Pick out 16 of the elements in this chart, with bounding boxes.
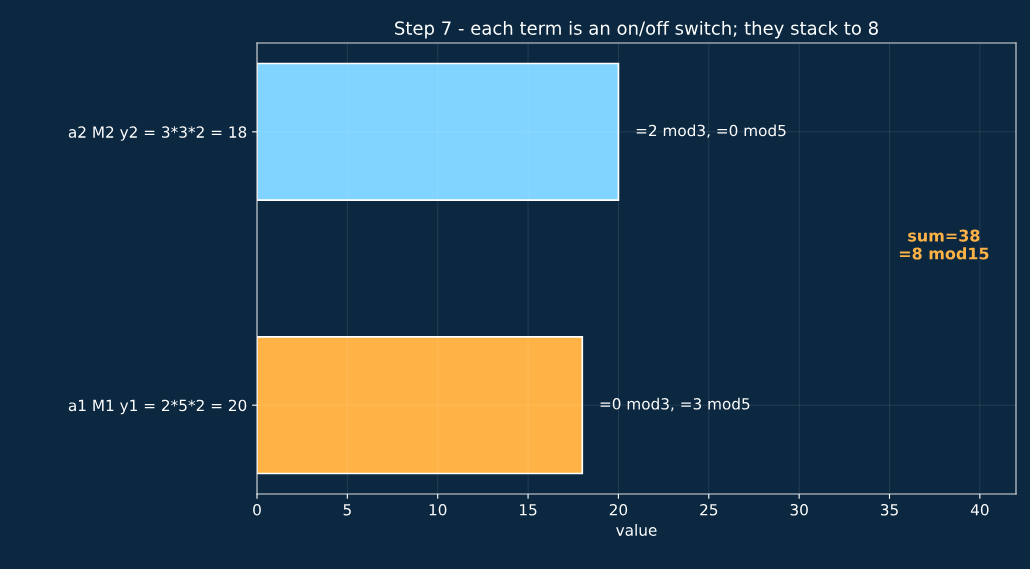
x-tick-label: 25 — [700, 503, 718, 516]
x-tick-label: 35 — [880, 503, 898, 516]
y-tick-label: a1 M1 y1 = 2*5*2 = 20 — [68, 399, 247, 415]
x-tick-label: 0 — [253, 503, 261, 516]
x-tick-label: 10 — [429, 503, 447, 516]
annotation: sum=38 =8 mod15 — [899, 229, 989, 260]
chart-title: Step 7 - each term is an on/off switch; they stack to 8 — [395, 20, 878, 39]
x-tick-label: 15 — [520, 504, 537, 516]
x-tick-label: 40 — [970, 503, 989, 516]
y-tick-label: a2 M2 y2 = 3*3*2 = 18 — [68, 126, 247, 141]
x-tick-label: 30 — [790, 503, 808, 516]
annotation: =2 mod3, =0 mod5 — [636, 124, 786, 138]
x-tick-label: 20 — [609, 503, 628, 516]
annotation: =0 mod3, =3 mod5 — [600, 397, 750, 412]
x-axis-title: value — [616, 524, 657, 536]
x-tick-label: 5 — [343, 504, 351, 516]
